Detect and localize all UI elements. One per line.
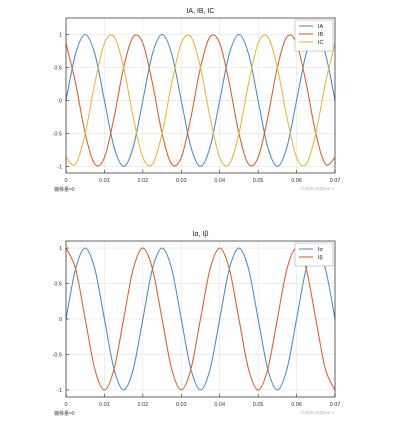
- x-tick-label: 0.02: [137, 178, 148, 184]
- y-tick-label: -0.5: [53, 352, 62, 358]
- y-tick-label: -0.5: [53, 131, 62, 137]
- legend: Iα Iβ: [294, 242, 334, 267]
- y-tick-label: 0: [59, 98, 62, 104]
- plot-area: [66, 18, 335, 173]
- offset-label: 偏移量=0: [54, 186, 75, 193]
- y-tick-label: -1: [57, 388, 62, 394]
- y-tick-label: 0.5: [54, 65, 62, 71]
- series-line-3: [65, 34, 336, 167]
- series-line-2: [65, 247, 336, 391]
- x-tick-label: 0.05: [253, 178, 264, 184]
- y-tick-label: 0.5: [54, 282, 62, 288]
- legend: IA IB IC: [294, 19, 334, 52]
- y-tick-label: 0: [59, 317, 62, 323]
- x-tick-label: 0.02: [137, 402, 148, 408]
- legend-entry: Iβ: [318, 255, 323, 261]
- legend-entry: IB: [318, 32, 324, 38]
- x-tick-label: 0.04: [214, 402, 225, 408]
- chart-title: IA, IB, IC: [186, 8, 214, 15]
- y-tick-label: -1: [57, 164, 62, 170]
- x-tick-label: 0.03: [176, 402, 187, 408]
- legend-entry: IC: [318, 40, 324, 46]
- watermark: CSDN @Dave L: [301, 186, 334, 191]
- x-tick-label: 0.07: [330, 178, 341, 184]
- legend-box: [294, 242, 334, 267]
- series-line-1: [65, 33, 336, 167]
- legend-entry: Iα: [318, 247, 324, 253]
- y-tick-label: 1: [59, 32, 62, 38]
- x-tick-label: 0.06: [291, 178, 302, 184]
- x-tick-label: 0.04: [214, 178, 225, 184]
- chart-title: Iα, Iβ: [193, 231, 209, 238]
- x-tick-label: 0.05: [253, 402, 264, 408]
- x-tick-label: 0.03: [176, 178, 187, 184]
- axes-box: [65, 17, 336, 174]
- chart-2: 0 0.01 0.02 0.03 0.04 0.05 0.06 0.07 -1 -0.5 0 0.5 1…: [53, 231, 341, 417]
- y-tick-label: 1: [59, 246, 62, 252]
- watermark: CSDN @Dave L: [301, 410, 334, 415]
- legend-box: [294, 19, 334, 52]
- chart-1: 0 0.01 0.02 0.03 0.04 0.05 0.06 0.07 -1 -0.5 0 0.5 1…: [53, 8, 341, 193]
- x-tick-label: 0.01: [99, 178, 110, 184]
- x-tick-label: 0: [64, 178, 67, 184]
- x-tick-label: 0.01: [99, 402, 110, 408]
- x-tick-label: 0.06: [291, 402, 302, 408]
- legend-entry: IA: [318, 24, 324, 30]
- x-tick-label: 0: [64, 402, 67, 408]
- series-line-1: [65, 247, 336, 391]
- x-tick-label: 0.07: [330, 402, 341, 408]
- offset-label: 偏移量=0: [54, 410, 75, 417]
